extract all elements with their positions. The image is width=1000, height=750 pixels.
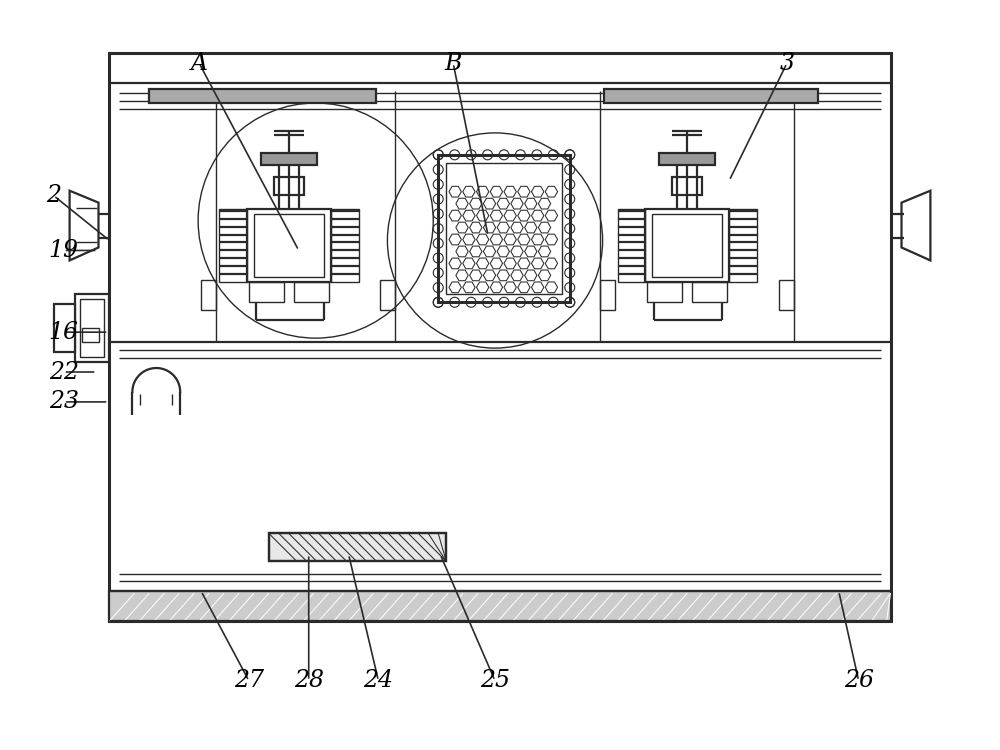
Bar <box>109 53 891 621</box>
Bar <box>692 282 727 302</box>
Bar <box>618 209 645 282</box>
Bar <box>446 163 562 294</box>
Text: 3: 3 <box>779 52 794 75</box>
Text: 25: 25 <box>480 669 510 692</box>
Text: 19: 19 <box>49 239 79 262</box>
Text: B: B <box>444 52 462 75</box>
Bar <box>659 153 715 165</box>
Text: 24: 24 <box>363 669 393 692</box>
Bar <box>249 282 284 302</box>
Bar <box>274 177 304 195</box>
Bar <box>729 209 757 282</box>
Bar <box>672 177 702 195</box>
Bar <box>269 533 446 561</box>
Bar <box>219 209 247 282</box>
Bar <box>604 89 818 103</box>
Bar <box>652 214 722 278</box>
Bar <box>82 328 99 342</box>
Polygon shape <box>902 190 930 260</box>
Text: 16: 16 <box>49 321 79 344</box>
Text: A: A <box>191 52 208 75</box>
Bar <box>247 209 331 282</box>
Bar <box>109 591 891 621</box>
Bar <box>645 209 729 282</box>
Bar <box>600 280 615 310</box>
Text: 2: 2 <box>46 184 61 207</box>
Bar <box>294 282 329 302</box>
Text: 27: 27 <box>234 669 264 692</box>
Text: 28: 28 <box>294 669 324 692</box>
Bar <box>331 209 359 282</box>
Bar <box>201 280 216 310</box>
Bar <box>380 280 395 310</box>
Polygon shape <box>70 190 98 260</box>
Bar <box>438 154 570 302</box>
Bar <box>779 280 794 310</box>
Text: 23: 23 <box>49 391 79 413</box>
Text: 22: 22 <box>49 361 79 383</box>
Bar <box>149 89 376 103</box>
Bar <box>254 214 324 278</box>
Bar <box>269 533 446 561</box>
Bar <box>647 282 682 302</box>
Bar <box>75 294 109 362</box>
Text: 26: 26 <box>844 669 874 692</box>
Bar <box>261 153 317 165</box>
Bar <box>54 304 75 352</box>
Bar <box>80 299 104 357</box>
